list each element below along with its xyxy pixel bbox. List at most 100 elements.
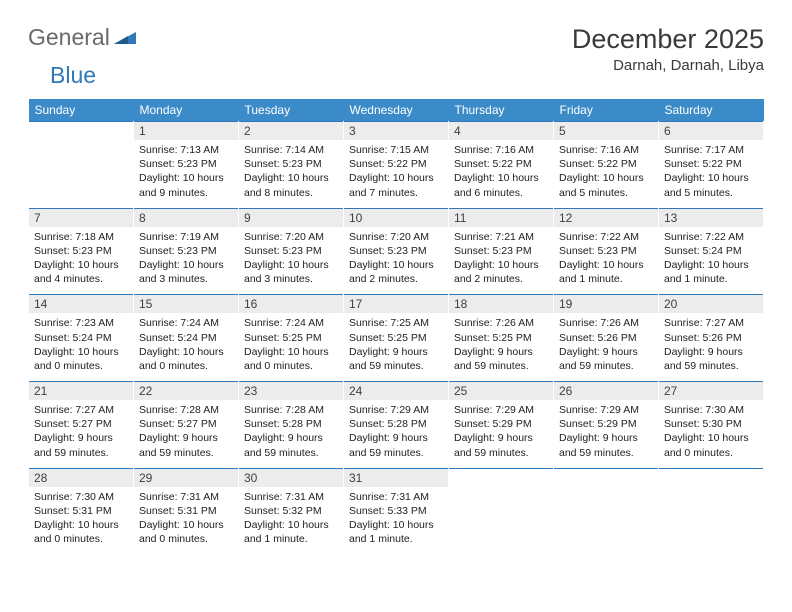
day-details: Sunrise: 7:22 AMSunset: 5:24 PMDaylight:… (659, 227, 763, 295)
weekday-header: Thursday (449, 99, 554, 122)
calendar-cell: 23Sunrise: 7:28 AMSunset: 5:28 PMDayligh… (239, 382, 344, 469)
day-number: 4 (449, 122, 553, 140)
weekday-header: Friday (554, 99, 659, 122)
calendar-cell: 17Sunrise: 7:25 AMSunset: 5:25 PMDayligh… (344, 295, 449, 382)
weekday-header: Saturday (659, 99, 764, 122)
day-number: 11 (449, 209, 553, 227)
logo-mark-icon (114, 26, 136, 49)
day-details: Sunrise: 7:29 AMSunset: 5:29 PMDaylight:… (554, 400, 658, 468)
calendar-cell: 3Sunrise: 7:15 AMSunset: 5:22 PMDaylight… (344, 122, 449, 209)
calendar-cell: 4Sunrise: 7:16 AMSunset: 5:22 PMDaylight… (449, 122, 554, 209)
calendar-cell: 20Sunrise: 7:27 AMSunset: 5:26 PMDayligh… (659, 295, 764, 382)
day-number (449, 469, 553, 487)
day-number: 30 (239, 469, 343, 487)
day-number: 20 (659, 295, 763, 313)
day-details: Sunrise: 7:21 AMSunset: 5:23 PMDaylight:… (449, 227, 553, 295)
calendar-cell: 16Sunrise: 7:24 AMSunset: 5:25 PMDayligh… (239, 295, 344, 382)
day-details: Sunrise: 7:30 AMSunset: 5:30 PMDaylight:… (659, 400, 763, 468)
calendar-cell: 24Sunrise: 7:29 AMSunset: 5:28 PMDayligh… (344, 382, 449, 469)
calendar-cell (659, 468, 764, 554)
day-details: Sunrise: 7:22 AMSunset: 5:23 PMDaylight:… (554, 227, 658, 295)
day-number: 23 (239, 382, 343, 400)
day-number: 22 (134, 382, 238, 400)
day-number: 26 (554, 382, 658, 400)
logo-text-general: General (28, 24, 110, 51)
day-number: 7 (29, 209, 133, 227)
day-details: Sunrise: 7:28 AMSunset: 5:27 PMDaylight:… (134, 400, 238, 468)
calendar-cell: 9Sunrise: 7:20 AMSunset: 5:23 PMDaylight… (239, 208, 344, 295)
calendar-cell: 28Sunrise: 7:30 AMSunset: 5:31 PMDayligh… (29, 468, 134, 554)
day-number: 8 (134, 209, 238, 227)
location-text: Darnah, Darnah, Libya (572, 57, 764, 74)
day-number: 24 (344, 382, 448, 400)
day-details: Sunrise: 7:13 AMSunset: 5:23 PMDaylight:… (134, 140, 238, 208)
day-details: Sunrise: 7:25 AMSunset: 5:25 PMDaylight:… (344, 313, 448, 381)
calendar-cell (449, 468, 554, 554)
day-number: 12 (554, 209, 658, 227)
weekday-header: Sunday (29, 99, 134, 122)
calendar-cell: 6Sunrise: 7:17 AMSunset: 5:22 PMDaylight… (659, 122, 764, 209)
calendar-cell: 14Sunrise: 7:23 AMSunset: 5:24 PMDayligh… (29, 295, 134, 382)
calendar-cell: 19Sunrise: 7:26 AMSunset: 5:26 PMDayligh… (554, 295, 659, 382)
day-number: 25 (449, 382, 553, 400)
calendar-table: SundayMondayTuesdayWednesdayThursdayFrid… (28, 99, 764, 554)
day-details: Sunrise: 7:28 AMSunset: 5:28 PMDaylight:… (239, 400, 343, 468)
day-details: Sunrise: 7:26 AMSunset: 5:25 PMDaylight:… (449, 313, 553, 381)
calendar-cell: 2Sunrise: 7:14 AMSunset: 5:23 PMDaylight… (239, 122, 344, 209)
day-details: Sunrise: 7:31 AMSunset: 5:33 PMDaylight:… (344, 487, 448, 555)
day-details: Sunrise: 7:15 AMSunset: 5:22 PMDaylight:… (344, 140, 448, 208)
calendar-cell (554, 468, 659, 554)
calendar-cell: 27Sunrise: 7:30 AMSunset: 5:30 PMDayligh… (659, 382, 764, 469)
day-details: Sunrise: 7:23 AMSunset: 5:24 PMDaylight:… (29, 313, 133, 381)
calendar-cell: 1Sunrise: 7:13 AMSunset: 5:23 PMDaylight… (134, 122, 239, 209)
day-number: 31 (344, 469, 448, 487)
day-number: 3 (344, 122, 448, 140)
day-details: Sunrise: 7:17 AMSunset: 5:22 PMDaylight:… (659, 140, 763, 208)
day-details: Sunrise: 7:31 AMSunset: 5:32 PMDaylight:… (239, 487, 343, 555)
day-number: 2 (239, 122, 343, 140)
calendar-cell: 31Sunrise: 7:31 AMSunset: 5:33 PMDayligh… (344, 468, 449, 554)
day-number: 29 (134, 469, 238, 487)
day-number: 5 (554, 122, 658, 140)
day-number: 28 (29, 469, 133, 487)
day-details: Sunrise: 7:31 AMSunset: 5:31 PMDaylight:… (134, 487, 238, 555)
calendar-cell (29, 122, 134, 209)
calendar-cell: 18Sunrise: 7:26 AMSunset: 5:25 PMDayligh… (449, 295, 554, 382)
calendar-cell: 15Sunrise: 7:24 AMSunset: 5:24 PMDayligh… (134, 295, 239, 382)
calendar-cell: 10Sunrise: 7:20 AMSunset: 5:23 PMDayligh… (344, 208, 449, 295)
day-number: 16 (239, 295, 343, 313)
day-number: 21 (29, 382, 133, 400)
month-title: December 2025 (572, 24, 764, 55)
weekday-header: Monday (134, 99, 239, 122)
day-details: Sunrise: 7:29 AMSunset: 5:29 PMDaylight:… (449, 400, 553, 468)
calendar-cell: 7Sunrise: 7:18 AMSunset: 5:23 PMDaylight… (29, 208, 134, 295)
day-details: Sunrise: 7:19 AMSunset: 5:23 PMDaylight:… (134, 227, 238, 295)
calendar-cell: 11Sunrise: 7:21 AMSunset: 5:23 PMDayligh… (449, 208, 554, 295)
day-number: 1 (134, 122, 238, 140)
calendar-cell: 29Sunrise: 7:31 AMSunset: 5:31 PMDayligh… (134, 468, 239, 554)
day-number (659, 469, 763, 487)
calendar-cell: 26Sunrise: 7:29 AMSunset: 5:29 PMDayligh… (554, 382, 659, 469)
day-number: 15 (134, 295, 238, 313)
day-details: Sunrise: 7:27 AMSunset: 5:27 PMDaylight:… (29, 400, 133, 468)
day-details: Sunrise: 7:20 AMSunset: 5:23 PMDaylight:… (239, 227, 343, 295)
day-details: Sunrise: 7:14 AMSunset: 5:23 PMDaylight:… (239, 140, 343, 208)
day-number: 17 (344, 295, 448, 313)
day-details: Sunrise: 7:30 AMSunset: 5:31 PMDaylight:… (29, 487, 133, 555)
day-details: Sunrise: 7:18 AMSunset: 5:23 PMDaylight:… (29, 227, 133, 295)
day-number (29, 122, 133, 140)
day-number (554, 469, 658, 487)
day-details: Sunrise: 7:24 AMSunset: 5:24 PMDaylight:… (134, 313, 238, 381)
calendar-cell: 5Sunrise: 7:16 AMSunset: 5:22 PMDaylight… (554, 122, 659, 209)
day-number: 27 (659, 382, 763, 400)
day-number: 19 (554, 295, 658, 313)
logo-text-blue: Blue (50, 62, 96, 89)
day-details: Sunrise: 7:16 AMSunset: 5:22 PMDaylight:… (449, 140, 553, 208)
day-number: 9 (239, 209, 343, 227)
day-details: Sunrise: 7:29 AMSunset: 5:28 PMDaylight:… (344, 400, 448, 468)
logo: General (28, 24, 138, 51)
day-number: 10 (344, 209, 448, 227)
weekday-header: Wednesday (344, 99, 449, 122)
weekday-header: Tuesday (239, 99, 344, 122)
day-details: Sunrise: 7:27 AMSunset: 5:26 PMDaylight:… (659, 313, 763, 381)
